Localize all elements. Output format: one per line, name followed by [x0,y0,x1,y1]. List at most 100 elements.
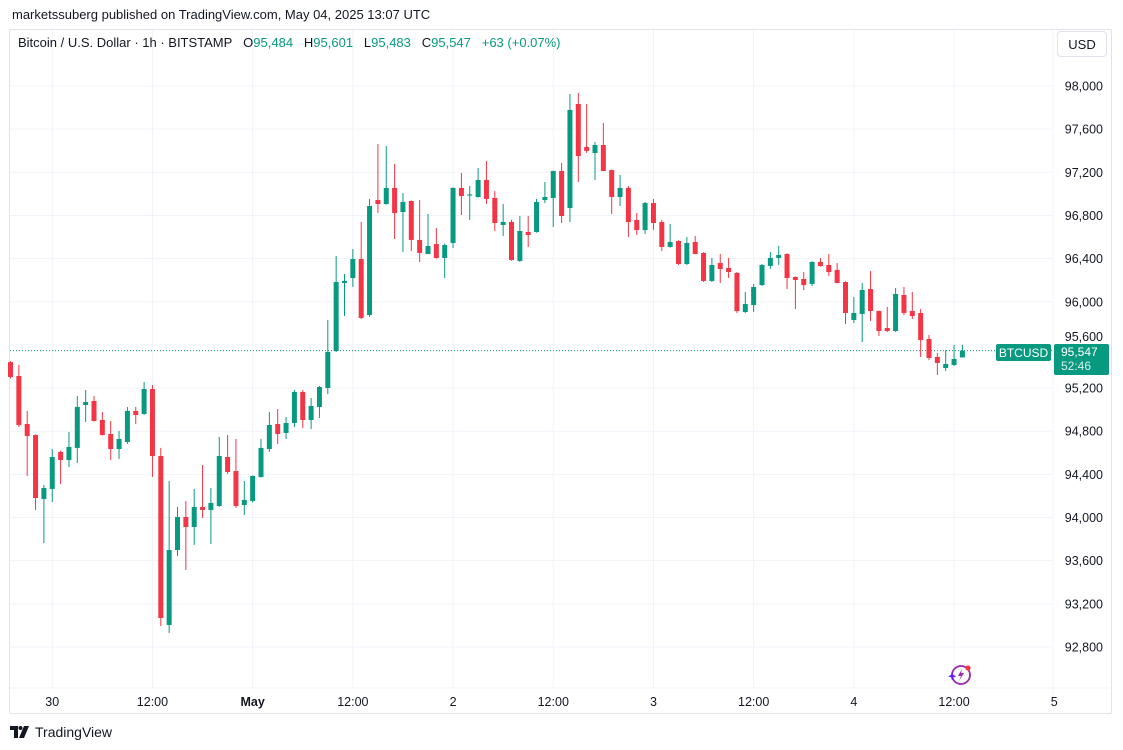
candle-body [49,456,55,489]
candle-up [809,261,815,287]
candle-down [717,253,723,283]
time-tick-label: 3 [650,695,657,709]
candle-body [751,286,757,305]
candle-body [684,242,690,265]
candle-up [266,412,272,452]
candle-body [467,194,473,196]
candle-body [909,311,915,317]
candle-body [158,456,164,618]
candle-down [834,263,840,284]
candle-body [16,375,22,425]
candle-body [884,327,890,331]
candle-body [149,389,155,457]
tradingview-footer[interactable]: TradingView [10,724,112,740]
candle-body [241,499,247,506]
candle-down [358,222,364,320]
currency-button[interactable]: USD [1057,31,1107,57]
candle-body [893,293,899,331]
candle-up [951,345,957,366]
candle-down [392,163,398,239]
candle-body [99,419,105,435]
candle-body [433,244,439,258]
candle-up [475,167,481,198]
candle-body [542,197,548,201]
candle-body [392,187,398,213]
candle-up [943,349,949,372]
candle-down [734,271,740,313]
candle-body [266,424,272,450]
legend-close-label: C [421,35,432,50]
publisher-line: marketssuberg published on TradingView.c… [12,7,431,22]
candle-body [333,282,339,352]
candle-down [650,198,656,231]
time-tick-label: May [240,695,264,709]
candle-up [342,274,347,317]
candle-body [300,391,306,420]
candle-up [425,213,431,255]
candle-up [709,257,715,283]
candle-up [291,390,297,428]
candle-body [492,197,498,224]
candle-down [634,212,640,235]
time-tick-label: 12:00 [538,695,569,709]
candle-body [108,434,114,450]
candle-down [676,240,681,265]
candle-down [726,257,732,279]
candle-body [191,506,197,528]
candle-body [592,145,598,153]
candle-up [400,193,406,253]
candle-up [316,385,322,418]
candle-up [258,438,264,478]
candle-up [208,487,214,544]
candle-down [375,144,381,213]
candle-body [801,278,807,286]
candle-up [751,283,757,313]
legend-symbol: Bitcoin / U.S. Dollar · 1h · BITSTAMP [18,35,233,50]
candle-body [225,456,231,472]
candle-body [676,241,681,265]
candles [8,93,965,633]
candle-down [584,104,590,153]
lightning-bolt-icon[interactable] [946,662,974,693]
candle-down [99,412,105,436]
candle-body [41,487,47,499]
legend-low-value: 95,483 [371,35,411,50]
candle-body [701,252,707,281]
candle-down [300,390,306,428]
candle-body [233,471,239,506]
candle-body [124,410,130,443]
price-tick-label: 94,800 [1065,425,1103,439]
candle-down [801,271,807,291]
time-tick-label: 12:00 [137,695,168,709]
candle-up [684,237,690,265]
price-tick-label: 96,400 [1065,252,1103,266]
candle-body [166,549,172,625]
candle-body [208,502,214,510]
candle-up [592,141,598,180]
candle-body [367,205,373,316]
candle-body [342,280,347,283]
candle-body [726,267,732,272]
candle-body [325,352,331,388]
candle-body [650,203,656,224]
price-tick-label: 94,400 [1065,468,1103,482]
candle-up [325,319,331,394]
price-tick-label: 93,600 [1065,554,1103,568]
candle-body [216,456,222,506]
candle-down [225,434,231,474]
symbol-label: BTCUSD [996,344,1051,361]
candle-body [692,241,698,254]
candle-body [600,145,606,172]
candle-up [241,480,247,515]
candle-body [400,201,406,213]
bar-countdown: 52:46 [1061,359,1092,373]
candle-body [776,254,782,258]
candle-up [283,416,289,439]
candle-up [116,431,122,459]
candle-body [567,109,573,209]
candle-down [200,464,206,518]
candle-up [893,287,899,332]
candle-body [901,294,907,313]
candle-body [517,230,523,261]
